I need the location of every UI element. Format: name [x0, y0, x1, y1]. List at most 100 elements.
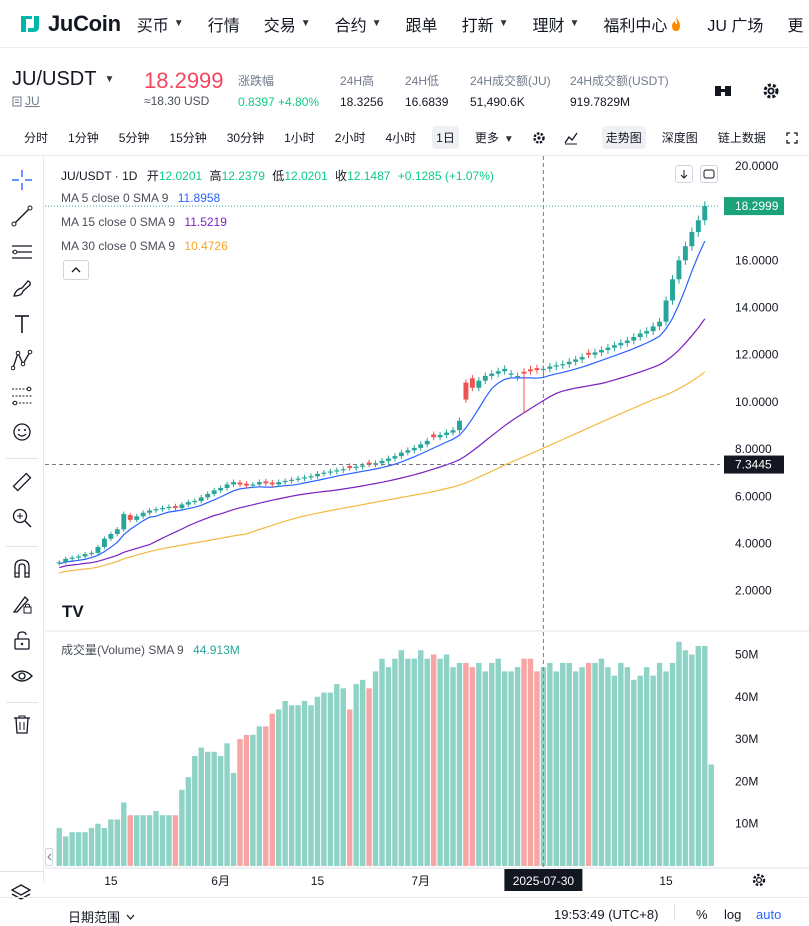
- candle-body: [579, 357, 585, 360]
- volume-bar: [334, 684, 340, 866]
- nav-item-1[interactable]: 行情: [208, 12, 240, 36]
- fiat-price: ≈18.30 USD: [144, 94, 210, 108]
- pair-selector[interactable]: JU/USDT ▼: [12, 68, 114, 91]
- text-tool-icon[interactable]: [10, 312, 34, 336]
- download-button[interactable]: [675, 165, 693, 183]
- nav-item-5[interactable]: 打新 ▼: [462, 12, 509, 36]
- base-asset-link[interactable]: JU: [12, 94, 40, 108]
- crosshair-icon[interactable]: [10, 168, 34, 192]
- replay-button[interactable]: [700, 165, 718, 183]
- date-range-selector[interactable]: 日期范围: [68, 907, 135, 926]
- ma15-legend[interactable]: MA 15 close 0 SMA 9 11.5219: [61, 215, 227, 229]
- book-icon[interactable]: [714, 82, 732, 103]
- percent-toggle[interactable]: %: [696, 907, 708, 922]
- ma-line: [59, 371, 706, 574]
- magnet-icon[interactable]: [10, 556, 34, 580]
- scroll-left-button[interactable]: [45, 848, 53, 866]
- candle-body: [166, 506, 172, 509]
- nav-item-0[interactable]: 买币 ▼: [137, 12, 184, 36]
- trend-line-icon[interactable]: [10, 204, 34, 228]
- chart-settings-button[interactable]: [751, 872, 769, 890]
- stat-high: 24H高 18.3256: [340, 72, 383, 109]
- ruler-icon[interactable]: [10, 470, 34, 494]
- volume-bar: [443, 654, 450, 866]
- volume-legend[interactable]: 成交量(Volume) SMA 9 44.913M: [61, 641, 240, 658]
- candle-body: [495, 371, 501, 374]
- more-timeframes[interactable]: 更多 ▼: [471, 126, 518, 149]
- brush-icon[interactable]: [10, 276, 34, 300]
- indicator-settings-icon[interactable]: [532, 131, 546, 145]
- tradingview-logo[interactable]: TV: [59, 599, 93, 623]
- timeframe-7[interactable]: 4小时: [385, 131, 417, 145]
- more-label: 更多: [474, 131, 499, 145]
- lock-icon[interactable]: [10, 628, 34, 652]
- chevron-down-icon: ▼: [498, 18, 509, 29]
- indicators-icon[interactable]: [564, 131, 578, 145]
- view-tab-0[interactable]: 走势图: [601, 126, 646, 149]
- volume-bar: [430, 654, 437, 866]
- jucoin-logo[interactable]: JuCoin: [18, 11, 121, 37]
- candle-body: [308, 476, 314, 478]
- volume-bar: [553, 671, 560, 866]
- chart-area[interactable]: 20.0000 16.0000 14.0000 12.0000 10.0000 8.000…: [45, 156, 809, 897]
- low-value: 16.6839: [405, 95, 449, 109]
- volume-bar: [482, 671, 488, 866]
- candle-body: [476, 380, 482, 388]
- candle-body: [360, 465, 366, 467]
- timeframe-5[interactable]: 1小时: [284, 131, 315, 145]
- ma5-legend[interactable]: MA 5 close 0 SMA 9 11.8958: [61, 191, 220, 205]
- volume-bar: [269, 713, 275, 866]
- price-chart[interactable]: 20.0000 16.0000 14.0000 12.0000 10.0000 8.000…: [45, 156, 809, 897]
- candle-body: [631, 337, 637, 341]
- volume-bar: [237, 739, 243, 866]
- lock-drawing-icon[interactable]: [10, 592, 34, 616]
- refresh-icon: [703, 169, 715, 179]
- eye-icon[interactable]: [10, 664, 34, 688]
- fib-retracement-icon[interactable]: [10, 384, 34, 408]
- volume-bar: [463, 662, 469, 866]
- candle-body: [482, 375, 488, 381]
- volume-bar: [424, 658, 430, 866]
- view-tab-1[interactable]: 深度图: [661, 131, 698, 145]
- gear-icon[interactable]: [762, 82, 780, 105]
- volume-bar: [243, 734, 250, 866]
- volume-bar: [347, 709, 353, 866]
- collapse-legend-button[interactable]: [63, 260, 89, 280]
- timeframe-4[interactable]: 30分钟: [226, 131, 265, 145]
- timeframe-3[interactable]: 15分钟: [169, 131, 207, 145]
- zoom-in-icon[interactable]: [10, 506, 34, 530]
- timeframe-1[interactable]: 1分钟: [68, 131, 99, 145]
- timeframe-0[interactable]: 分时: [24, 131, 49, 145]
- toolbar-divider: [0, 871, 44, 872]
- layers-icon[interactable]: [10, 882, 34, 906]
- timeframe-6[interactable]: 2小时: [334, 131, 366, 145]
- view-tab-2[interactable]: 链上数据: [717, 131, 766, 145]
- volume-value: 44.913M: [193, 643, 240, 657]
- volume-bar: [288, 705, 295, 866]
- log-toggle[interactable]: log: [724, 907, 742, 922]
- trash-icon[interactable]: [10, 712, 34, 736]
- low-label: 低: [272, 169, 285, 183]
- nav-item-6[interactable]: 理财 ▼: [532, 12, 579, 36]
- nav-item-label: 买币: [136, 17, 169, 35]
- nav-item-3[interactable]: 合约 ▼: [335, 12, 382, 36]
- volume-bar: [95, 823, 101, 866]
- candle-body: [140, 512, 146, 517]
- timeframe-2[interactable]: 5分钟: [118, 131, 150, 145]
- ma30-legend[interactable]: MA 30 close 0 SMA 9 10.4726: [61, 239, 228, 253]
- open-value: 12.0201: [158, 169, 203, 183]
- timeframe-8[interactable]: 1日: [432, 126, 459, 149]
- auto-toggle[interactable]: auto: [756, 907, 782, 922]
- candle-body: [134, 516, 140, 520]
- pattern-icon[interactable]: [10, 348, 34, 372]
- chevron-down-icon: ▼: [569, 18, 580, 29]
- nav-item-9[interactable]: 更: [787, 12, 803, 36]
- volume-bar: [437, 658, 443, 866]
- nav-item-8[interactable]: JU 广场: [707, 12, 763, 36]
- nav-item-2[interactable]: 交易 ▼: [264, 12, 311, 36]
- fullscreen-icon[interactable]: [786, 131, 798, 144]
- nav-item-7[interactable]: 福利中心: [603, 12, 683, 36]
- nav-item-4[interactable]: 跟单: [406, 12, 438, 36]
- smiley-icon[interactable]: [10, 420, 34, 444]
- horizontal-lines-icon[interactable]: [10, 240, 34, 264]
